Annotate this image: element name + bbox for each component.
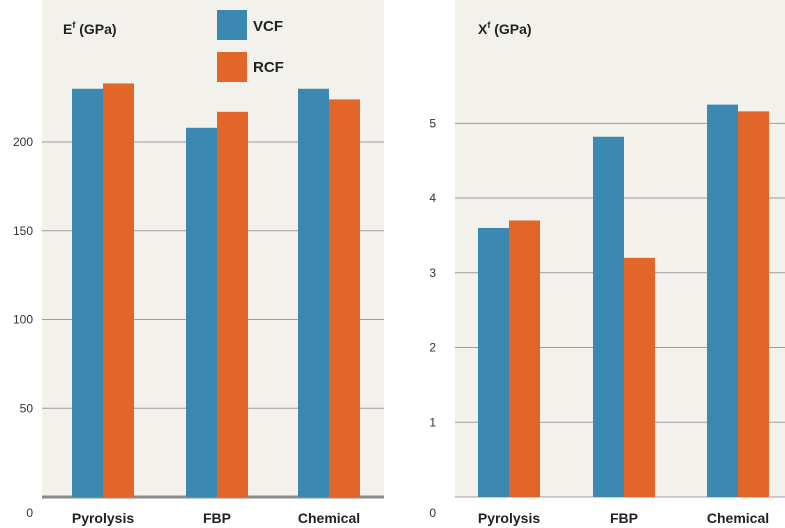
y-tick-label: 2 [429,341,436,355]
bar-vcf-pyrolysis [478,227,509,497]
bar-vcf-chemical [707,104,738,497]
x-category-label: Chemical [298,510,360,526]
y-tick-labels: 0 1 2 3 4 5 [429,116,436,520]
legend-swatch-vcf [217,10,247,40]
bar-vcf-chemical [298,88,329,497]
x-category-label: FBP [203,510,231,526]
bar-vcf-fbp [186,127,217,498]
y-tick-label: 100 [13,313,33,327]
bar-vcf-fbp [593,136,624,497]
bar-rcf-pyrolysis [509,220,540,497]
bars [72,83,360,498]
chart-title: Ef (GPa) [63,20,117,37]
y-tick-label: 0 [26,506,33,520]
legend: VCF RCF [217,10,284,82]
x-category-label: Pyrolysis [478,510,540,526]
y-tick-label: 5 [429,116,436,130]
bar-rcf-pyrolysis [103,83,134,498]
x-category-label: Chemical [707,510,769,526]
bar-rcf-fbp [624,257,655,497]
legend-label-vcf: VCF [253,18,283,35]
x-category-label: FBP [610,510,638,526]
y-tick-label: 50 [20,401,34,415]
bar-vcf-pyrolysis [72,88,103,497]
y-tick-labels: 0 50 100 150 200 [13,135,33,520]
x-category-label: Pyrolysis [72,510,134,526]
bar-rcf-chemical [329,99,360,498]
bar-rcf-chemical [738,111,769,497]
y-tick-label: 1 [429,415,436,429]
legend-label-rcf: RCF [253,59,284,76]
y-tick-label: 150 [13,224,33,238]
bar-rcf-fbp [217,111,248,497]
y-tick-label: 4 [429,191,436,205]
legend-swatch-rcf [217,52,247,82]
y-tick-label: 200 [13,135,33,149]
bars [478,104,769,497]
chart-left-panel: 0 50 100 150 200 Pyrolysis FBP Chemical Ef (GP… [13,0,384,526]
x-category-labels: Pyrolysis FBP Chemical [72,510,360,526]
x-category-labels: Pyrolysis FBP Chemical [478,510,769,526]
chart-right-panel: 0 1 2 3 4 5 Pyrolysis FBP Chemical Xf (GPa) [429,0,785,526]
chart-title: Xf (GPa) [478,20,532,37]
y-tick-label: 3 [429,266,436,280]
y-tick-label: 0 [429,506,436,520]
